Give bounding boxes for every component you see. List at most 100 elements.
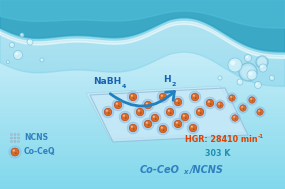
- Bar: [0, 104, 285, 108]
- Circle shape: [10, 43, 12, 45]
- Circle shape: [189, 91, 201, 103]
- Circle shape: [166, 108, 174, 116]
- Circle shape: [153, 116, 155, 118]
- Circle shape: [206, 99, 214, 107]
- Circle shape: [257, 109, 263, 115]
- Bar: [0, 44, 285, 48]
- Bar: [0, 123, 285, 126]
- Circle shape: [259, 64, 267, 72]
- Circle shape: [133, 97, 135, 99]
- Bar: [0, 176, 285, 180]
- Circle shape: [247, 70, 257, 80]
- Circle shape: [240, 105, 246, 111]
- Bar: [0, 41, 285, 45]
- Circle shape: [15, 52, 18, 55]
- Circle shape: [241, 106, 243, 108]
- Bar: [0, 3, 285, 7]
- Text: 4: 4: [122, 84, 126, 89]
- Circle shape: [252, 100, 253, 102]
- Circle shape: [242, 66, 254, 78]
- Circle shape: [243, 108, 244, 110]
- Circle shape: [230, 96, 232, 98]
- Circle shape: [270, 76, 272, 78]
- Circle shape: [238, 80, 240, 82]
- Circle shape: [176, 122, 178, 124]
- Bar: [0, 76, 285, 79]
- Bar: [0, 113, 285, 117]
- Circle shape: [250, 98, 252, 100]
- Circle shape: [14, 140, 16, 143]
- Bar: [0, 170, 285, 174]
- Bar: [0, 107, 285, 111]
- Circle shape: [245, 54, 251, 61]
- Circle shape: [181, 113, 189, 121]
- Bar: [0, 28, 285, 32]
- Bar: [0, 183, 285, 186]
- Bar: [0, 164, 285, 167]
- Circle shape: [218, 76, 222, 80]
- Bar: [0, 60, 285, 64]
- Circle shape: [11, 148, 19, 156]
- Bar: [0, 94, 285, 98]
- Circle shape: [9, 43, 15, 47]
- Circle shape: [229, 95, 235, 101]
- Circle shape: [195, 97, 197, 99]
- Bar: [0, 0, 285, 4]
- Bar: [0, 180, 285, 183]
- Bar: [0, 148, 285, 152]
- Circle shape: [179, 111, 191, 123]
- Circle shape: [227, 93, 237, 103]
- Text: x: x: [51, 151, 54, 156]
- Circle shape: [161, 127, 163, 129]
- Circle shape: [172, 96, 184, 108]
- Circle shape: [131, 95, 133, 97]
- Circle shape: [144, 101, 152, 109]
- Bar: [0, 91, 285, 95]
- Circle shape: [220, 105, 221, 107]
- Circle shape: [163, 129, 165, 131]
- Bar: [0, 13, 285, 16]
- Circle shape: [249, 72, 252, 75]
- Circle shape: [146, 122, 148, 124]
- Circle shape: [232, 98, 233, 100]
- Circle shape: [176, 100, 178, 102]
- Bar: [0, 139, 285, 142]
- Circle shape: [163, 97, 165, 99]
- Circle shape: [193, 95, 195, 97]
- Bar: [0, 154, 285, 158]
- Circle shape: [215, 100, 225, 110]
- Circle shape: [231, 60, 235, 65]
- Circle shape: [233, 116, 235, 118]
- Circle shape: [193, 128, 195, 130]
- Circle shape: [168, 110, 170, 112]
- Circle shape: [258, 58, 266, 66]
- Bar: [0, 186, 285, 189]
- Circle shape: [191, 93, 199, 101]
- Circle shape: [159, 125, 167, 133]
- Circle shape: [208, 101, 210, 103]
- Circle shape: [159, 93, 167, 101]
- Bar: [0, 161, 285, 164]
- Circle shape: [204, 97, 216, 109]
- Bar: [0, 117, 285, 120]
- Circle shape: [258, 110, 260, 112]
- Bar: [0, 6, 285, 10]
- Circle shape: [17, 133, 19, 136]
- Bar: [0, 151, 285, 155]
- Bar: [0, 38, 285, 41]
- Circle shape: [200, 112, 201, 114]
- Text: Co-CeO: Co-CeO: [24, 147, 56, 156]
- Text: 2: 2: [172, 82, 176, 87]
- Bar: [0, 110, 285, 114]
- Text: /NCNS: /NCNS: [190, 165, 224, 175]
- Bar: [0, 79, 285, 82]
- Circle shape: [28, 40, 30, 42]
- Bar: [0, 9, 285, 13]
- Circle shape: [230, 113, 240, 123]
- Circle shape: [210, 103, 211, 105]
- Bar: [0, 132, 285, 136]
- Circle shape: [270, 75, 274, 81]
- Circle shape: [246, 56, 248, 58]
- Circle shape: [20, 33, 24, 37]
- Text: NaBH: NaBH: [93, 77, 121, 87]
